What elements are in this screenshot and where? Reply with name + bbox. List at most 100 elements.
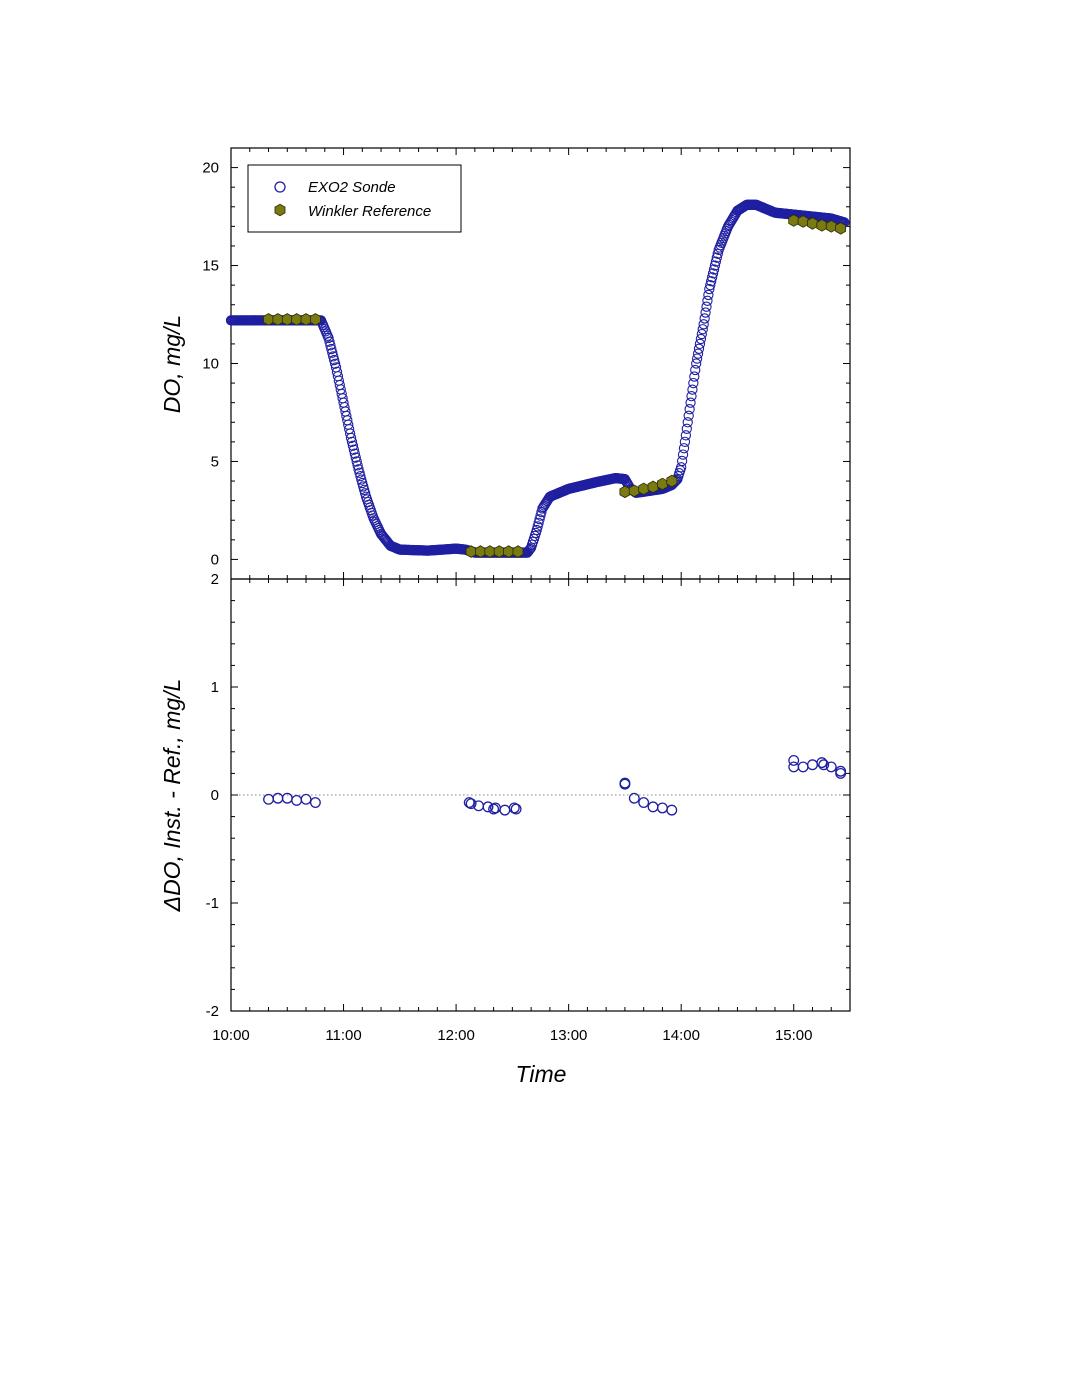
delta-do-y-tick-label: -1 [206,895,219,912]
do-winkler-point [666,474,678,488]
do-sonde-point [679,436,691,448]
do-sonde-point [693,343,705,354]
legend: EXO2 Sonde Winkler Reference [247,164,462,233]
do-sonde-point [699,313,710,324]
do-sonde-point [351,456,362,467]
do-winkler-point [503,545,515,558]
do-sonde-point [681,423,692,434]
do-sonde-point [685,397,696,408]
do-sonde-point [690,364,701,376]
do-sonde-point [323,332,334,344]
delta-do-y-tick-label: 1 [211,679,219,696]
do-y-axis-title: DO, mg/L [159,315,185,413]
do-sonde-point [676,462,687,473]
do-sonde-point [689,371,700,382]
do-winkler-point [825,220,837,233]
do-sonde-point [324,336,335,347]
do-axis-ticks [230,148,851,579]
delta-do-sonde-point [309,797,321,809]
do-winkler-point [657,477,668,491]
do-winkler-point [628,484,640,498]
do-winkler-point [272,313,284,326]
do-winkler-point [465,545,477,558]
do-sonde-point [698,319,709,330]
do-sonde-point [708,264,720,275]
do-sonde-point [705,279,716,291]
do-panel: 0 5 10 15 20 DO, mg/L EXO2 Sonde Winkler Ref… [159,147,851,580]
do-sonde-point [329,354,340,366]
delta-do-sonde-point [666,804,678,816]
time-x-tick-labels: 10:00 11:00 12:00 13:00 14:00 15:00 [212,1027,812,1044]
delta-do-y-tick-label: 2 [211,571,219,588]
do-winkler-point [788,214,800,227]
time-x-tick-label: 10:00 [212,1027,250,1044]
do-sonde-point [686,390,697,402]
do-winkler-series [263,214,847,558]
delta-do-sonde-point [638,797,650,809]
do-y-tick-labels: 0 5 10 15 20 [202,160,219,569]
do-winkler-point [835,222,847,235]
delta-do-sonde-point [788,754,800,766]
do-sonde-point [328,351,339,362]
legend-sonde-marker [274,181,286,193]
legend-sonde-label: EXO2 Sonde [308,179,396,196]
delta-do-sonde-point [628,792,640,804]
do-sonde-point [346,436,358,448]
do-sonde-point [329,358,341,369]
do-sonde-point [700,307,711,318]
do-sonde-point [352,460,363,471]
delta-do-y-tick-label: -2 [206,1003,219,1020]
do-sonde-point [706,276,717,287]
delta-do-sonde-point [656,802,668,814]
delta-do-y-tick-labels: -2 -1 0 1 2 [206,571,219,1020]
do-sonde-point [682,417,693,428]
do-sonde-point [347,440,359,451]
delta-do-sonde-point [499,804,511,816]
delta-do-sonde-point [816,757,828,769]
delta-do-axis-ticks [230,578,851,1012]
do-sonde-point [696,328,707,340]
do-sonde-point [676,455,688,467]
do-sonde-point [344,428,356,439]
do-winkler-point [475,545,486,558]
do-sonde-point [677,449,689,460]
do-sonde-point [325,340,336,351]
do-winkler-point [807,217,818,230]
do-sonde-point [327,347,338,358]
delta-do-sonde-point [818,759,830,771]
do-sonde-point [688,377,699,389]
time-x-tick-label: 12:00 [437,1027,475,1044]
do-sonde-point [326,343,337,355]
do-sonde-point [711,252,722,263]
do-sonde-point [706,272,718,283]
do-sonde-point [349,448,360,459]
do-sonde-point [683,410,694,421]
do-sonde-point [707,268,719,279]
do-sonde-point [695,333,707,345]
time-x-tick-label: 14:00 [662,1027,700,1044]
do-y-tick-label: 15 [202,258,219,275]
time-x-tick-label: 11:00 [325,1027,361,1044]
do-sonde-point [678,443,690,454]
do-sonde-point [348,444,360,455]
do-winkler-point [300,313,312,326]
do-sonde-point [710,256,722,267]
do-sonde-point [709,260,721,271]
legend-winkler-label: Winkler Reference [308,203,431,220]
legend-winkler-marker [274,203,286,217]
delta-do-sonde-point [482,801,494,813]
do-winkler-point [263,313,274,326]
do-winkler-point [619,485,631,499]
delta-do-sonde-point [788,761,800,773]
delta-do-sonde-point [825,761,837,773]
delta-do-sonde-point [465,798,477,810]
delta-do-sonde-point [510,803,522,815]
delta-do-sonde-point [263,793,274,805]
delta-do-sonde-point [619,778,631,790]
do-y-tick-label: 10 [202,356,219,373]
do-y-tick-label: 20 [202,160,219,177]
do-sonde-point [524,544,535,556]
delta-do-sonde-point [835,765,847,777]
delta-do-sonde-point [272,792,284,804]
